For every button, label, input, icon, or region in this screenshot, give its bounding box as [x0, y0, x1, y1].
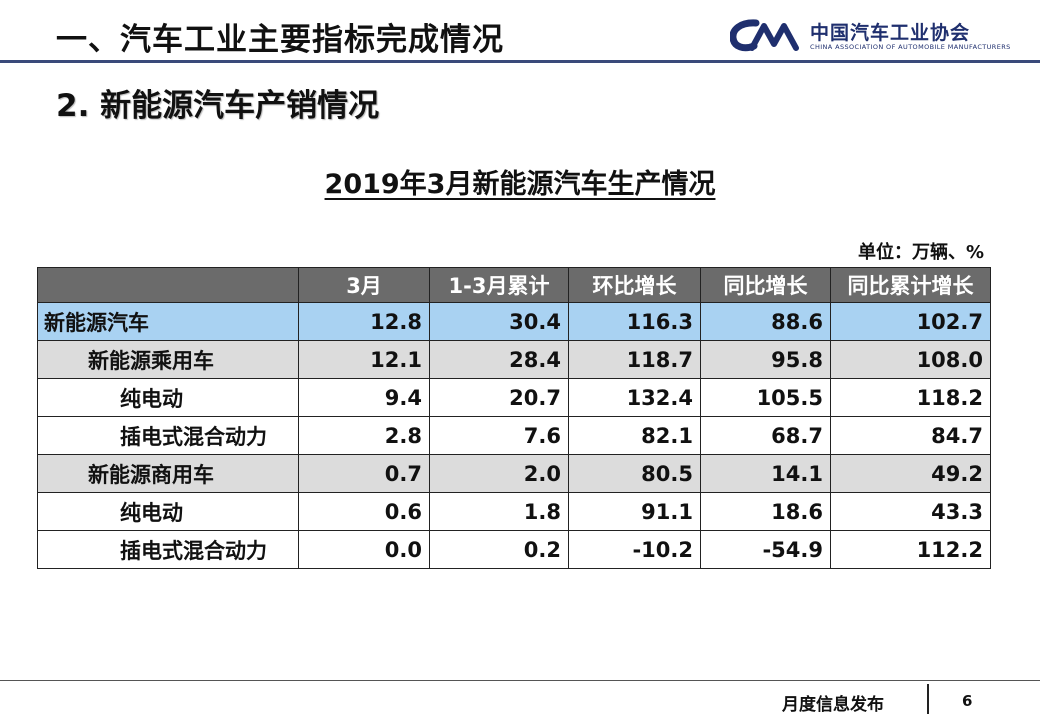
table-cell: 95.8	[700, 340, 831, 379]
table-cell: 43.3	[830, 492, 991, 531]
header-title: 一、汽车工业主要指标完成情况	[56, 22, 504, 58]
table-row: 新能源汽车 12.8 30.4 116.3 88.6 102.7	[37, 302, 991, 341]
caam-logo: 中国汽车工业协会 CHINA ASSOCIATION OF AUTOMOBILE…	[730, 18, 1020, 58]
table-title-text: 2019年3月新能源汽车生产情况	[324, 169, 716, 200]
logo-name-cn: 中国汽车工业协会	[810, 22, 971, 44]
table-row: 插电式混合动力 2.8 7.6 82.1 68.7 84.7	[37, 416, 991, 455]
table-row: 新能源商用车 0.7 2.0 80.5 14.1 49.2	[37, 454, 991, 493]
row-label: 插电式混合动力	[37, 530, 299, 569]
row-label: 纯电动	[37, 378, 299, 417]
table-cell: -54.9	[700, 530, 831, 569]
column-header: 3月	[298, 267, 430, 303]
row-label: 新能源商用车	[37, 454, 299, 493]
table-cell: 18.6	[700, 492, 831, 531]
production-table: 3月 1-3月累计 环比增长 同比增长 同比累计增长 新能源汽车 12.8 30.4…	[37, 267, 991, 569]
logo-name-en: CHINA ASSOCIATION OF AUTOMOBILE MANUFACT…	[810, 43, 1011, 51]
table-cell: 88.6	[700, 302, 831, 341]
table-cell: 2.0	[429, 454, 569, 493]
column-header: 同比累计增长	[830, 267, 991, 303]
table-cell: 84.7	[830, 416, 991, 455]
table-cell: 30.4	[429, 302, 569, 341]
table-title: 2019年3月新能源汽车生产情况	[0, 162, 1040, 201]
table-header-row: 3月 1-3月累计 环比增长 同比增长 同比累计增长	[37, 267, 991, 303]
column-header	[37, 267, 299, 303]
table-cell: 68.7	[700, 416, 831, 455]
row-label: 新能源乘用车	[37, 340, 299, 379]
caam-logo-icon	[730, 19, 799, 52]
table-row: 纯电动 0.6 1.8 91.1 18.6 43.3	[37, 492, 991, 531]
table-cell: 49.2	[830, 454, 991, 493]
table-cell: 9.4	[298, 378, 430, 417]
table-cell: 20.7	[429, 378, 569, 417]
table-cell: 102.7	[830, 302, 991, 341]
table-cell: 14.1	[700, 454, 831, 493]
table-cell: -10.2	[568, 530, 701, 569]
table-cell: 105.5	[700, 378, 831, 417]
column-header: 同比增长	[700, 267, 831, 303]
table-cell: 108.0	[830, 340, 991, 379]
table-cell: 0.7	[298, 454, 430, 493]
table-row: 插电式混合动力 0.0 0.2 -10.2 -54.9 112.2	[37, 530, 991, 569]
table-cell: 112.2	[830, 530, 991, 569]
row-label: 新能源汽车	[37, 302, 299, 341]
table-cell: 0.6	[298, 492, 430, 531]
table-cell: 12.8	[298, 302, 430, 341]
table-cell: 91.1	[568, 492, 701, 531]
row-label: 插电式混合动力	[37, 416, 299, 455]
table-cell: 82.1	[568, 416, 701, 455]
footer-divider	[0, 680, 1040, 681]
table-cell: 116.3	[568, 302, 701, 341]
table-row: 纯电动 9.4 20.7 132.4 105.5 118.2	[37, 378, 991, 417]
header-divider	[0, 60, 1040, 63]
page-number: 6	[962, 692, 973, 710]
unit-label: 单位：万辆、%	[857, 242, 984, 263]
table-cell: 1.8	[429, 492, 569, 531]
row-label: 纯电动	[37, 492, 299, 531]
table-cell: 0.0	[298, 530, 430, 569]
table-row: 新能源乘用车 12.1 28.4 118.7 95.8 108.0	[37, 340, 991, 379]
footer-text: 月度信息发布	[782, 695, 884, 715]
table-cell: 132.4	[568, 378, 701, 417]
table-cell: 80.5	[568, 454, 701, 493]
column-header: 环比增长	[568, 267, 701, 303]
table-cell: 2.8	[298, 416, 430, 455]
footer-separator	[927, 684, 929, 714]
table-cell: 0.2	[429, 530, 569, 569]
table-cell: 12.1	[298, 340, 430, 379]
column-header: 1-3月累计	[429, 267, 569, 303]
section-subtitle: 2. 新能源汽车产销情况	[56, 88, 380, 124]
table-cell: 7.6	[429, 416, 569, 455]
table-cell: 28.4	[429, 340, 569, 379]
table-cell: 118.7	[568, 340, 701, 379]
table-cell: 118.2	[830, 378, 991, 417]
